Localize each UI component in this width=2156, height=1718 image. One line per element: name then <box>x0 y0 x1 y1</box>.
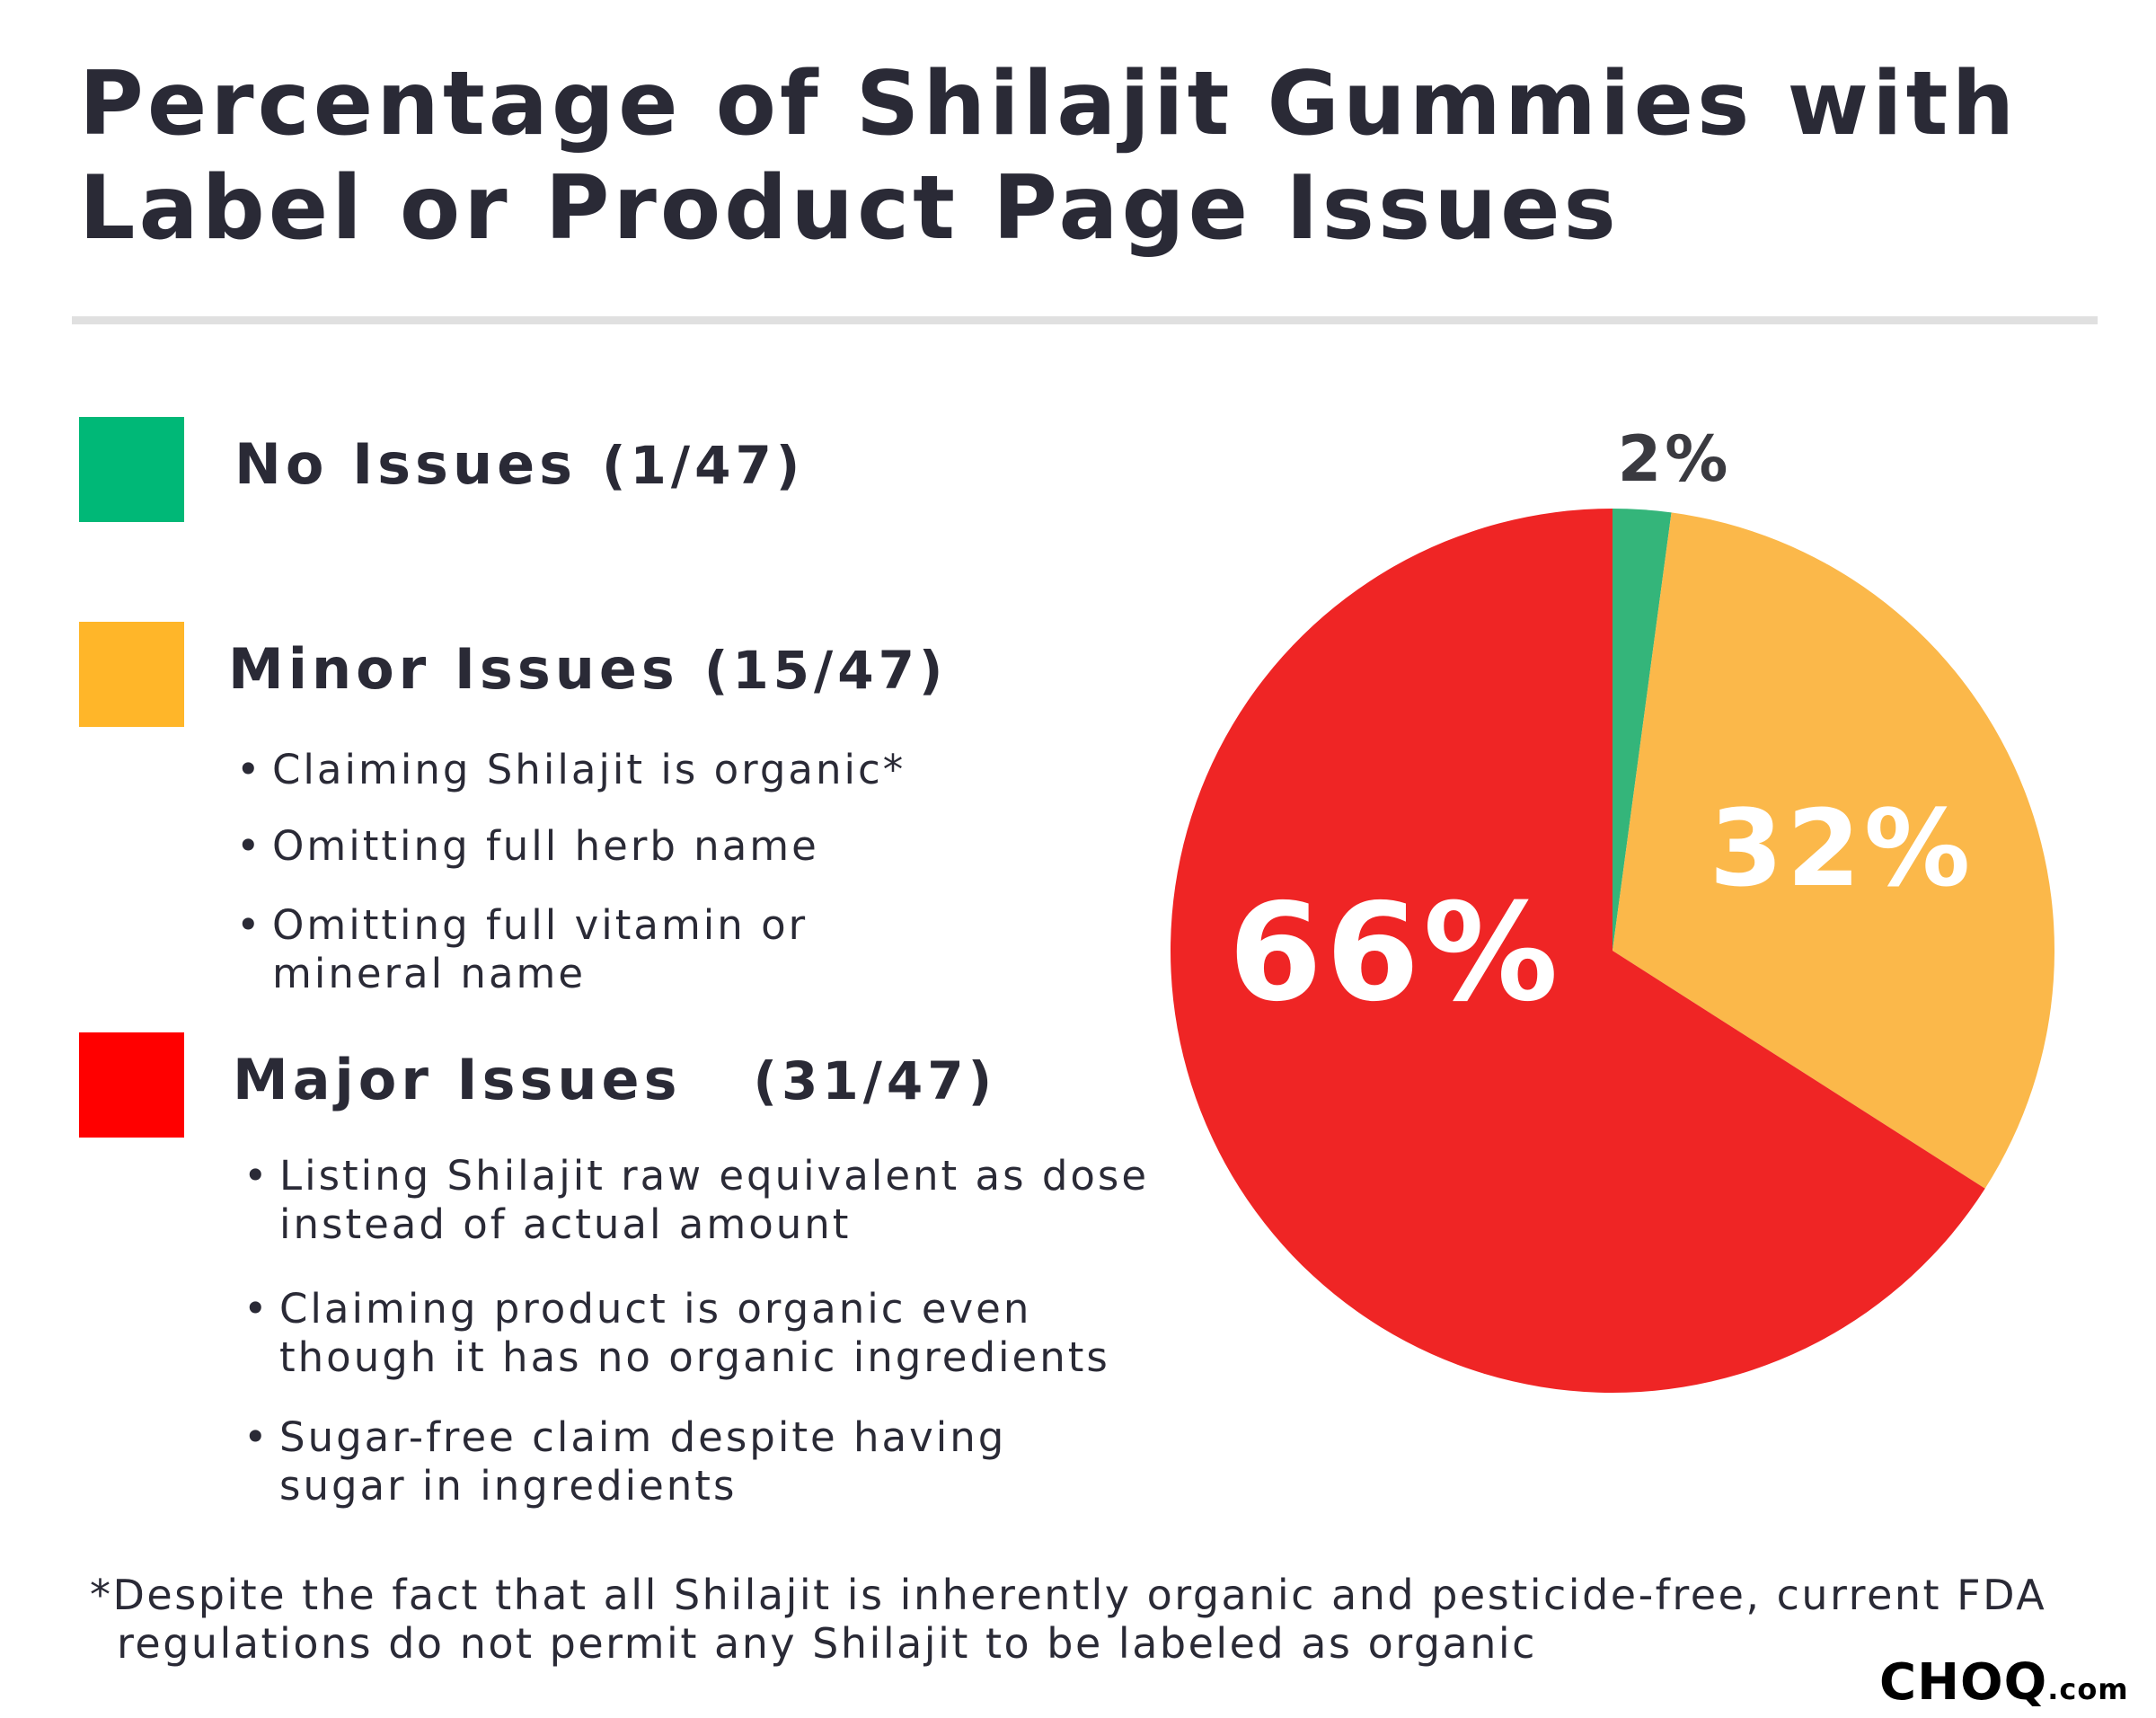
bullet: Listing Shilajit raw equivalent as dose … <box>243 1152 1178 1249</box>
bullet: Omitting full vitamin or mineral name <box>236 901 856 998</box>
divider <box>72 316 2098 324</box>
legend-swatch-minor-issues <box>79 622 184 727</box>
legend-no-issues: No Issues (1/47) <box>234 431 805 497</box>
footnote: *Despite the fact that all Shilajit is i… <box>90 1571 2047 1668</box>
bullet: Claiming product is organic even though … <box>243 1285 1142 1382</box>
bullet: Sugar-free claim despite having sugar in… <box>243 1413 1088 1510</box>
legend-swatch-no-issues <box>79 417 184 522</box>
bullet: Omitting full herb name <box>236 822 819 871</box>
pie-label: 66% <box>1228 875 1561 1032</box>
choq-logo: CHOQ.com <box>1879 1653 2129 1712</box>
pie-slice-minor-issues <box>1613 512 2054 1189</box>
chart-title: Percentage of Shilajit Gummies with Label… <box>79 52 2018 261</box>
pie-label: 32% <box>1710 786 1974 910</box>
pie-slice-no-issues <box>1613 509 1672 951</box>
legend-swatch-major-issues <box>79 1032 184 1138</box>
legend-major-issues: Major Issues (31/47) <box>233 1047 997 1112</box>
pie-slice-major-issues <box>1170 509 1985 1393</box>
legend-minor-issues: Minor Issues (15/47) <box>228 636 948 702</box>
bullet: Claiming Shilajit is organic* <box>236 746 906 794</box>
title-line-2: Label or Product Page Issues <box>79 157 1620 260</box>
pie-label: 2% <box>1618 422 1732 496</box>
title-line-1: Percentage of Shilajit Gummies with <box>79 53 2019 155</box>
